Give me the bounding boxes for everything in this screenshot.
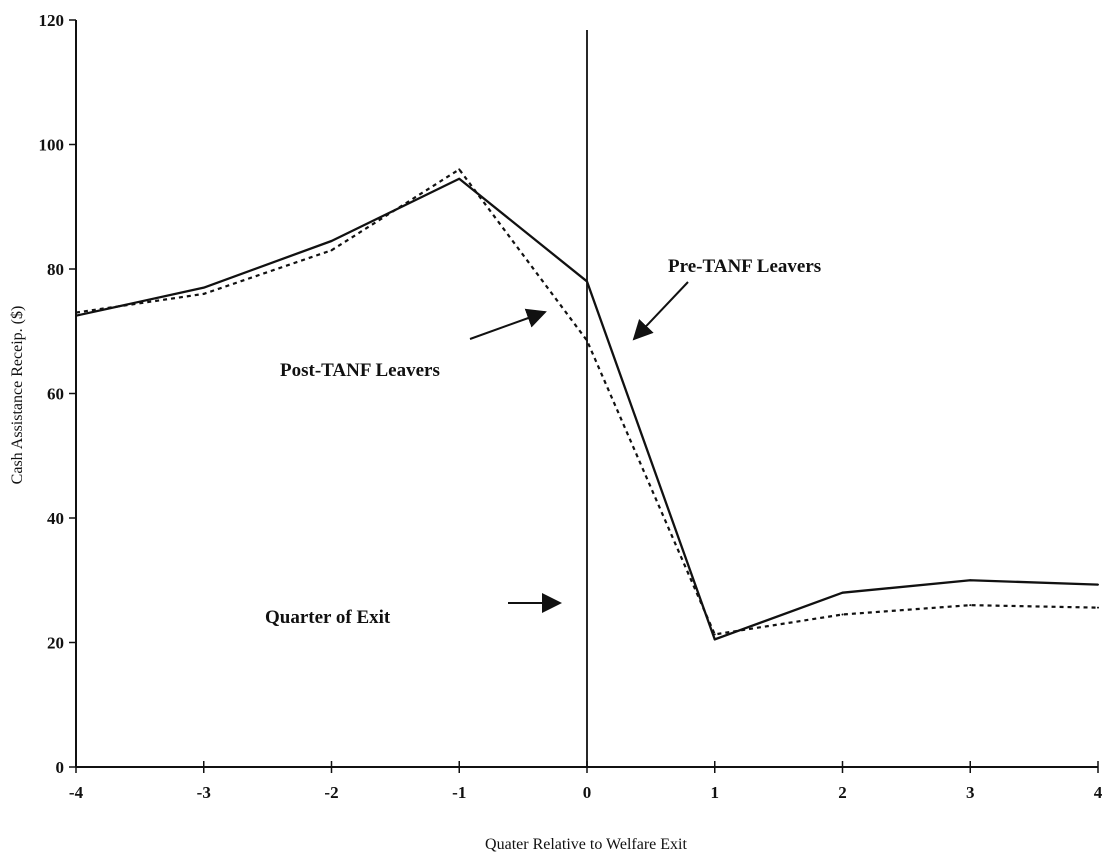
y-tick-label: 40	[47, 509, 64, 528]
y-tick-label: 120	[39, 11, 65, 30]
data-point-pre-tanf-leavers	[458, 177, 461, 180]
data-point-pre-tanf-leavers	[713, 638, 716, 641]
y-tick-label: 60	[47, 385, 64, 404]
annotation-pre-tanf-arrow	[632, 281, 689, 341]
data-point-pre-tanf-leavers	[969, 579, 972, 582]
data-point-post-tanf-leavers	[969, 604, 972, 607]
series-layer	[75, 168, 1099, 641]
data-point-pre-tanf-leavers	[586, 280, 588, 283]
data-point-post-tanf-leavers	[713, 633, 716, 636]
data-point-pre-tanf-leavers	[1097, 583, 1099, 586]
y-axis-title: Cash Assistance Receip. ($)	[9, 306, 26, 485]
data-point-post-tanf-leavers	[458, 168, 461, 171]
data-point-pre-tanf-leavers	[202, 286, 205, 289]
data-point-pre-tanf-leavers	[75, 314, 77, 317]
annotation-pre-tanf: Pre-TANF Leavers	[668, 256, 821, 277]
x-tick-label: -2	[324, 783, 338, 802]
y-tick-label: 100	[39, 136, 65, 155]
data-point-post-tanf-leavers	[1097, 606, 1099, 609]
data-point-post-tanf-leavers	[330, 249, 333, 252]
series-line-post-tanf-leavers	[75, 168, 1099, 636]
y-tick-label: 20	[47, 634, 64, 653]
series-post-tanf-leavers	[75, 168, 1099, 636]
data-point-post-tanf-leavers	[75, 311, 77, 314]
x-tick-label: 0	[583, 783, 592, 802]
x-tick-label: 3	[966, 783, 975, 802]
x-tick-label: -3	[197, 783, 211, 802]
series-pre-tanf-leavers	[75, 177, 1099, 641]
data-point-post-tanf-leavers	[202, 292, 205, 295]
x-tick-label: 4	[1094, 783, 1103, 802]
data-point-pre-tanf-leavers	[841, 591, 844, 594]
annotation-quarter-of-exit: Quarter of Exit	[265, 607, 391, 628]
tick-marks	[69, 19, 1099, 773]
x-tick-label: 2	[838, 783, 847, 802]
x-axis-title: Quater Relative to Welfare Exit	[485, 836, 687, 853]
annotation-post-tanf: Post-TANF Leavers	[280, 360, 440, 381]
x-tick-label: -1	[452, 783, 466, 802]
x-tick-label: -4	[69, 783, 84, 802]
x-tick-label: 1	[711, 783, 720, 802]
annotation-post-tanf-arrow	[469, 308, 547, 340]
y-tick-label: 0	[56, 758, 65, 777]
data-point-post-tanf-leavers	[586, 339, 588, 342]
data-point-post-tanf-leavers	[841, 613, 844, 616]
data-point-pre-tanf-leavers	[330, 239, 333, 242]
y-tick-label: 80	[47, 260, 64, 279]
